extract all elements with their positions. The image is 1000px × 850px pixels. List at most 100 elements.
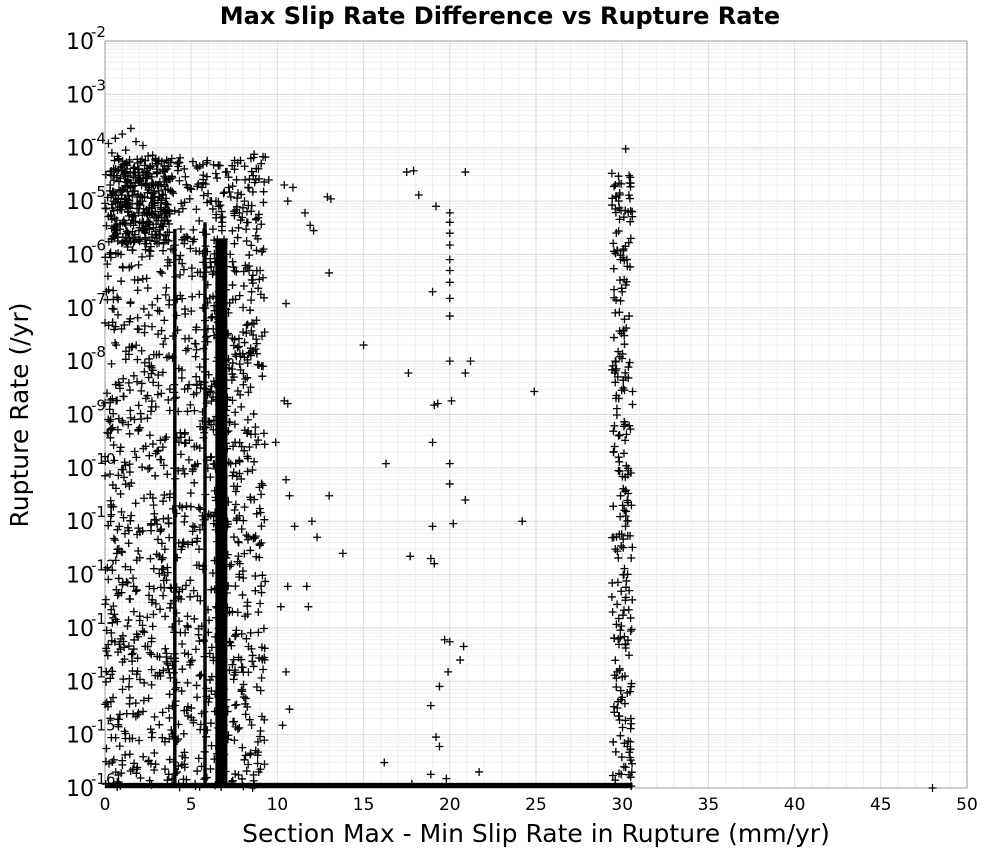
data-point xyxy=(211,464,220,473)
data-point xyxy=(118,685,127,694)
data-point xyxy=(256,508,265,517)
data-point xyxy=(213,174,222,183)
data-point xyxy=(179,729,188,738)
data-point xyxy=(126,565,135,574)
data-point xyxy=(242,634,251,643)
data-point xyxy=(190,614,199,623)
data-point xyxy=(614,712,623,721)
data-point xyxy=(178,751,187,760)
data-point xyxy=(219,256,228,265)
data-point xyxy=(627,768,636,777)
data-point xyxy=(222,589,231,598)
data-point xyxy=(134,524,143,533)
data-point xyxy=(180,512,189,521)
data-point xyxy=(152,516,161,525)
data-point xyxy=(271,438,280,447)
data-point xyxy=(169,668,178,677)
data-point xyxy=(210,707,219,716)
data-point xyxy=(145,648,154,657)
data-point xyxy=(138,141,147,150)
data-point xyxy=(154,230,163,239)
data-point xyxy=(129,574,138,583)
data-point xyxy=(212,584,221,593)
y-tick-exponent: -11 xyxy=(91,503,116,521)
data-point xyxy=(184,455,193,464)
data-point xyxy=(229,341,238,350)
data-point xyxy=(209,393,218,402)
data-point xyxy=(207,672,216,681)
data-point xyxy=(215,161,224,170)
data-point xyxy=(191,339,200,348)
data-point xyxy=(109,441,118,450)
y-tick-exponent: -8 xyxy=(91,343,106,361)
data-point xyxy=(530,387,539,396)
data-point xyxy=(141,245,150,254)
data-point xyxy=(249,770,258,779)
data-point xyxy=(611,394,620,403)
x-tick-label: 30 xyxy=(611,795,633,815)
data-point xyxy=(127,262,136,271)
data-point xyxy=(150,509,159,518)
data-point xyxy=(106,248,115,257)
data-point xyxy=(124,200,133,209)
data-point xyxy=(183,540,192,549)
data-point xyxy=(219,685,228,694)
data-point xyxy=(134,325,143,334)
data-point xyxy=(615,467,624,476)
data-point xyxy=(234,342,243,351)
data-point xyxy=(619,213,628,222)
data-point xyxy=(627,719,636,728)
data-point xyxy=(148,178,157,187)
data-point xyxy=(126,516,135,525)
data-point xyxy=(253,759,262,768)
data-point xyxy=(228,660,237,669)
data-point xyxy=(244,388,253,397)
data-point xyxy=(202,684,211,693)
data-point xyxy=(148,300,157,309)
data-point xyxy=(209,425,218,434)
data-point xyxy=(125,482,134,491)
data-point xyxy=(168,622,177,631)
data-point xyxy=(625,178,634,187)
data-point xyxy=(114,378,123,387)
data-point xyxy=(621,763,630,772)
data-point xyxy=(609,737,618,746)
data-point xyxy=(120,160,129,169)
data-point xyxy=(112,216,121,225)
data-point xyxy=(180,649,189,658)
data-point xyxy=(131,499,140,508)
data-point xyxy=(165,385,174,394)
data-point xyxy=(156,455,165,464)
data-point xyxy=(131,712,140,721)
data-point xyxy=(114,770,123,779)
data-point xyxy=(206,473,215,482)
data-point xyxy=(239,573,248,582)
data-point xyxy=(160,180,169,189)
data-point xyxy=(445,229,454,238)
data-point xyxy=(134,235,143,244)
data-point xyxy=(156,605,165,614)
data-point xyxy=(173,768,182,777)
data-point xyxy=(475,767,484,776)
data-point xyxy=(617,770,626,779)
data-point xyxy=(611,545,620,554)
data-point xyxy=(230,717,239,726)
data-point xyxy=(622,277,631,286)
data-point xyxy=(193,767,202,776)
data-point xyxy=(132,137,141,146)
data-point xyxy=(143,391,152,400)
data-point xyxy=(104,640,113,649)
data-point xyxy=(190,523,199,532)
data-point xyxy=(183,344,192,353)
data-point xyxy=(238,743,247,752)
data-point xyxy=(193,459,202,468)
data-point xyxy=(237,655,246,664)
data-point xyxy=(146,163,155,172)
data-point xyxy=(620,340,629,349)
data-point xyxy=(168,730,177,739)
data-point xyxy=(124,350,133,359)
data-point xyxy=(174,364,183,373)
data-point xyxy=(252,509,261,518)
data-point xyxy=(188,292,197,301)
data-point xyxy=(119,637,128,646)
